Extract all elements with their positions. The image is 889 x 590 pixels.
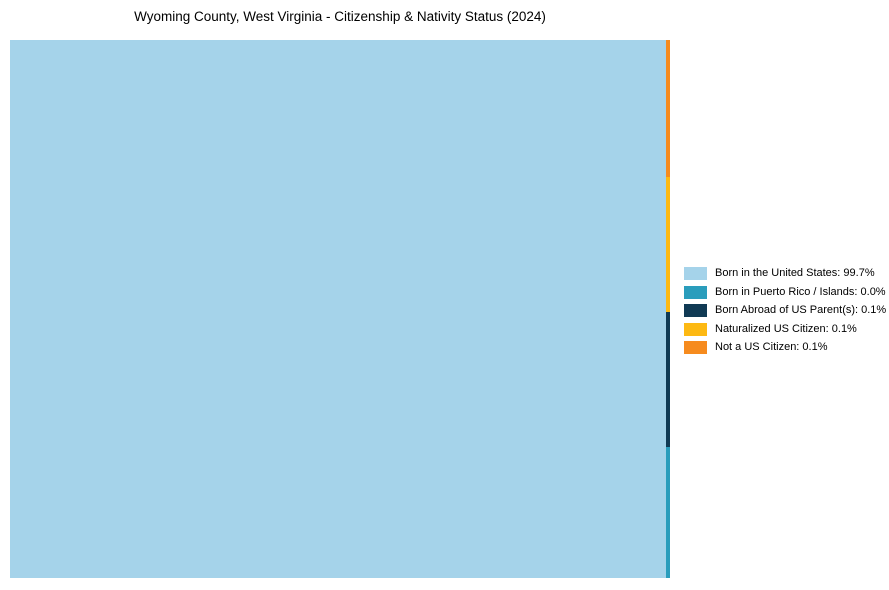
treemap-chart (10, 40, 670, 578)
treemap-rect-puerto-rico (666, 447, 670, 578)
legend-item: Naturalized US Citizen: 0.1% (684, 322, 886, 336)
legend-label: Born in Puerto Rico / Islands: 0.0% (715, 285, 886, 298)
legend-item: Born Abroad of US Parent(s): 0.1% (684, 304, 886, 317)
page-title: Wyoming County, West Virginia - Citizens… (134, 9, 546, 24)
legend-swatch-naturalized (684, 322, 707, 336)
treemap-rect-born-abroad (666, 312, 670, 447)
legend: Born in the United States: 99.7% Born in… (684, 267, 886, 360)
legend-item: Born in the United States: 99.7% (684, 267, 886, 280)
legend-swatch-born-in-us (684, 267, 707, 280)
legend-swatch-puerto-rico (684, 285, 707, 299)
legend-label: Naturalized US Citizen: 0.1% (715, 322, 857, 335)
legend-label: Born Abroad of US Parent(s): 0.1% (715, 304, 887, 316)
legend-label: Not a US Citizen: 0.1% (715, 341, 828, 353)
treemap-rect-naturalized-citizen (666, 177, 670, 312)
legend-item: Born in Puerto Rico / Islands: 0.0% (684, 285, 886, 299)
legend-swatch-not-citizen (684, 341, 707, 354)
legend-item: Not a US Citizen: 0.1% (684, 341, 886, 354)
treemap-rect-not-a-us-citizen (666, 40, 670, 177)
legend-label: Born in the United States: 99.7% (715, 267, 875, 279)
legend-swatch-born-abroad (684, 304, 707, 317)
treemap-rect-born-in-us (10, 40, 666, 578)
